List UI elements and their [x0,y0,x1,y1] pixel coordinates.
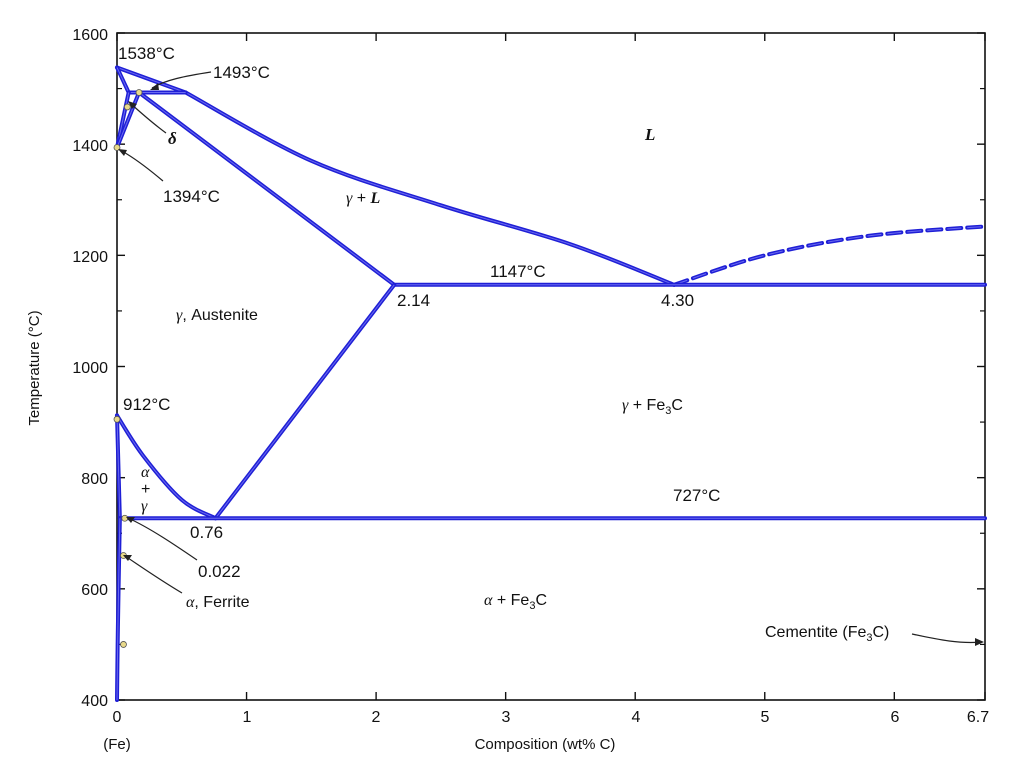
x-tick-label: 5 [761,709,770,726]
point-markers [113,89,143,648]
x-tick-label: 0 [113,709,122,726]
arrowhead [123,555,132,561]
phase-gamma-liquid: γ + L [346,190,381,207]
label-4-30: 4.30 [661,291,694,310]
leader-1493 [151,71,212,89]
phase-ferrite: α, Ferrite [186,594,250,611]
y-tick-label: 600 [81,582,108,599]
x-tick-label: 6 [891,709,900,726]
fe-label: (Fe) [103,736,131,753]
boundary-a3-highlight [116,415,216,519]
boundary-delta-solidus-highlight [116,67,130,93]
point-marker [113,415,121,423]
phase-alpha-gamma-plus: + [141,481,150,498]
y-axis-label: Temperature (°C) [26,310,43,425]
boundary-alpha-solvus-highlight [116,518,121,701]
y-tick-label: 1000 [72,360,108,377]
cementite-label: Cementite (Fe3C) [765,624,889,644]
boundary-liquidus-cementite [672,224,987,287]
boundary-gamma-solidus-highlight [138,92,395,286]
leader-lines [119,71,983,644]
label-1394: 1394°C [163,187,220,206]
phase-delta: δ [168,129,177,148]
boundary-liquidus-gamma-highlight [185,92,675,286]
point-marker [121,514,129,522]
boundary-liquidus-gamma [183,90,677,287]
phase-austenite: γ, Austenite [176,307,258,324]
y-tick-label: 800 [81,471,108,488]
label-912: 912°C [123,395,170,414]
point-marker [113,144,121,151]
arrowhead [126,517,135,523]
boundary-delta-gamma-lower-highlight [116,92,140,148]
axis-ticks [116,32,986,701]
label-2-14: 2.14 [397,291,430,310]
x-axis-label: Composition (wt% C) [475,736,616,753]
boundary-a3 [115,413,218,521]
leader-1394 [119,149,164,182]
y-tick-label: 1200 [72,249,108,266]
phase-boundaries [115,65,987,702]
label-1147: 1147°C [490,262,546,281]
x-tick-label: 4 [632,709,641,726]
leader-cementite [911,633,983,644]
phase-alpha-gamma-alpha: α [141,464,150,481]
leader-ferrite [124,555,183,594]
boundary-alpha-gamma-highlight [116,415,121,519]
label-1493: 1493°C [213,63,270,82]
phase-alpha-fe3c: α + Fe3C [484,592,547,612]
phase-liquid: L [644,125,655,144]
arrow-heads [118,83,984,646]
x-tick-label: 1 [243,709,252,726]
arrowhead [975,638,984,646]
boundary-liquidus-cementite-highlight [673,225,986,286]
boundary-acm-highlight [215,284,395,519]
phase-alpha-gamma-gamma: γ [141,498,148,515]
phase-gamma-fe3c: γ + Fe3C [622,397,683,417]
point-marker [135,89,143,96]
boundary-liquidus-delta-highlight [116,66,186,93]
label-0-76: 0.76 [190,523,223,542]
label-1538: 1538°C [118,44,175,63]
arrowhead [150,83,159,90]
y-tick-label: 1600 [72,27,108,44]
y-tick-label: 400 [81,693,108,710]
arrowhead [118,149,127,156]
label-727: 727°C [673,486,720,505]
point-marker [120,641,127,648]
y-tick-label: 1400 [72,138,108,155]
x-tick-label: 2 [372,709,381,726]
x-tick-label: 3 [502,709,511,726]
arrowhead [128,101,137,109]
leader-0022 [127,517,198,561]
point-marker [123,103,131,111]
x-tick-label: 6.7 [967,709,989,726]
label-0-022: 0.022 [198,562,241,581]
